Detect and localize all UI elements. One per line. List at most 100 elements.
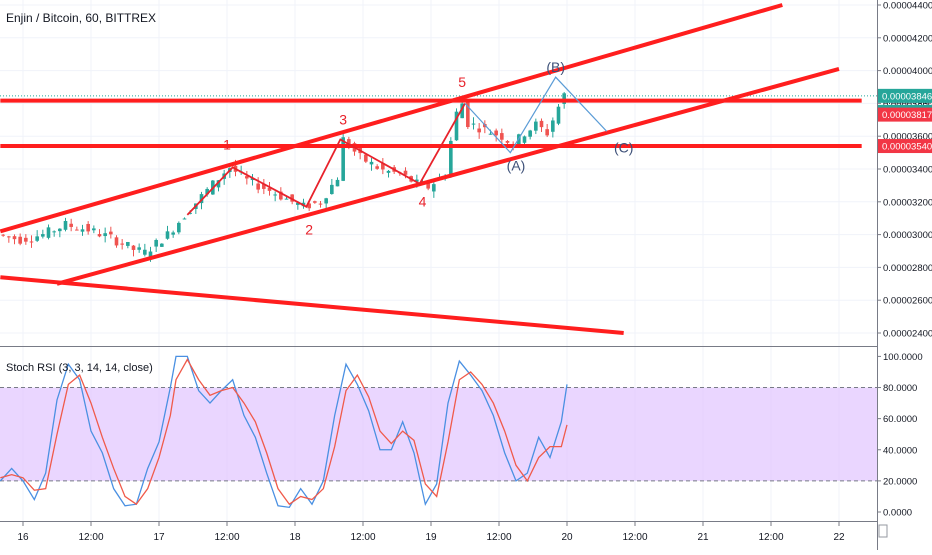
candle-down xyxy=(256,183,260,190)
candle-down xyxy=(12,236,17,240)
candle-down xyxy=(313,201,317,203)
price-axis-bg xyxy=(878,0,932,550)
time-tick-label: 20 xyxy=(561,532,573,543)
candle-up xyxy=(250,178,255,181)
candle-down xyxy=(477,128,481,133)
candle-up xyxy=(324,198,328,204)
candle-up xyxy=(522,136,527,143)
elliott-impulse-wave[interactable] xyxy=(186,102,466,216)
candle-up xyxy=(148,251,153,258)
candle-down xyxy=(109,231,113,235)
candle-up xyxy=(415,179,419,182)
time-tick-label: 22 xyxy=(833,532,845,543)
time-tick-label: 12:00 xyxy=(350,532,375,543)
time-tick-label: 17 xyxy=(153,532,165,543)
stoch-rsi-pane[interactable] xyxy=(0,347,877,521)
candle-up xyxy=(177,222,181,233)
candle-up xyxy=(41,234,45,237)
candle-down xyxy=(426,181,430,189)
channel-lower-line[interactable] xyxy=(56,67,840,286)
candle-up xyxy=(216,180,221,188)
candle-down xyxy=(545,129,549,136)
candle-up xyxy=(46,227,51,238)
stoch-rsi-band xyxy=(0,387,877,481)
stoch-rsi-d-line xyxy=(0,358,568,506)
candle-up xyxy=(205,188,209,195)
wave-label: 5 xyxy=(458,74,466,90)
candle-down xyxy=(1,234,5,236)
wave-label: 3 xyxy=(339,112,347,128)
candle-down xyxy=(262,183,266,189)
candle-down xyxy=(364,154,368,162)
candle-up xyxy=(80,229,85,232)
candle-up xyxy=(284,198,289,200)
candle-up xyxy=(460,103,464,119)
candle-down xyxy=(69,223,73,227)
price-tick-label: 0.00002400 xyxy=(883,329,932,340)
rsi-tick-label: 0.0000 xyxy=(883,508,912,519)
candle-down xyxy=(318,203,323,205)
candle-down xyxy=(29,241,34,243)
candle-up xyxy=(137,247,141,250)
time-tick-label: 12:00 xyxy=(214,532,239,543)
price-tick-label: 0.00003600 xyxy=(883,132,932,143)
candle-up xyxy=(35,236,39,241)
candle-up xyxy=(335,179,340,187)
candle-down xyxy=(120,243,124,245)
candle-down xyxy=(307,203,311,209)
candle-up xyxy=(534,121,538,131)
channel-upper-line[interactable] xyxy=(0,3,783,234)
rsi-tick-label: 40.0000 xyxy=(883,445,917,456)
rsi-tick-label: 80.0000 xyxy=(883,383,917,394)
candle-up xyxy=(165,231,170,239)
candle-up xyxy=(160,243,164,247)
candle-up xyxy=(454,111,459,141)
price-badge xyxy=(878,139,932,154)
price-badge-label: 0.00003817 xyxy=(882,110,932,121)
candle-down xyxy=(279,191,283,200)
rsi-tick-label: 100.0000 xyxy=(883,352,923,363)
price-tick-label: 0.00004400 xyxy=(883,1,932,12)
trend-lower-line[interactable] xyxy=(0,275,624,335)
candle-up xyxy=(199,194,204,204)
candle-down xyxy=(24,237,28,242)
stoch-rsi-k-line xyxy=(0,355,568,509)
candle-up xyxy=(341,137,345,181)
time-axis: 16 12:00 17 12:00 18 12:00 19 12:00 20 12:00 21 12:… xyxy=(17,522,845,543)
time-tick-label: 12:00 xyxy=(486,532,511,543)
time-tick-label: 19 xyxy=(425,532,437,543)
wave-label: 1 xyxy=(223,136,231,152)
candle-up xyxy=(92,228,96,231)
candle-up xyxy=(273,194,277,196)
price-tick-label: 0.00004000 xyxy=(883,66,932,77)
candle-down xyxy=(403,170,408,175)
time-tick-label: 12:00 xyxy=(758,532,783,543)
candle-up xyxy=(488,133,493,135)
candle-down xyxy=(375,166,379,169)
wave-label: 2 xyxy=(305,222,313,238)
price-pane[interactable]: 1 2 3 4 5 (A) (B) (C) xyxy=(0,0,877,346)
price-tick-label: 0.00002800 xyxy=(883,263,932,274)
candle-up xyxy=(386,170,391,173)
candle-up xyxy=(154,239,158,247)
wave-label: (A) xyxy=(507,158,526,174)
candle-up xyxy=(182,218,187,220)
price-badge-label: 0.00003540 xyxy=(882,142,932,153)
stoch-rsi-title: Stoch RSI (3, 3, 14, 14, close) xyxy=(6,362,153,374)
candle-down xyxy=(97,234,102,237)
wave-label: (C) xyxy=(614,140,633,156)
candle-up xyxy=(52,231,56,233)
candle-down xyxy=(539,120,544,128)
settings-icon[interactable] xyxy=(878,524,888,538)
elliott-correction-wave[interactable] xyxy=(464,76,608,154)
candle-down xyxy=(505,140,510,143)
candle-up xyxy=(432,184,436,192)
candle-down xyxy=(7,236,11,238)
candle-up xyxy=(296,202,300,205)
chart-title: Enjin / Bitcoin, 60, BITTREX xyxy=(6,11,156,25)
price-badge xyxy=(878,107,932,122)
candle-down xyxy=(131,245,136,250)
